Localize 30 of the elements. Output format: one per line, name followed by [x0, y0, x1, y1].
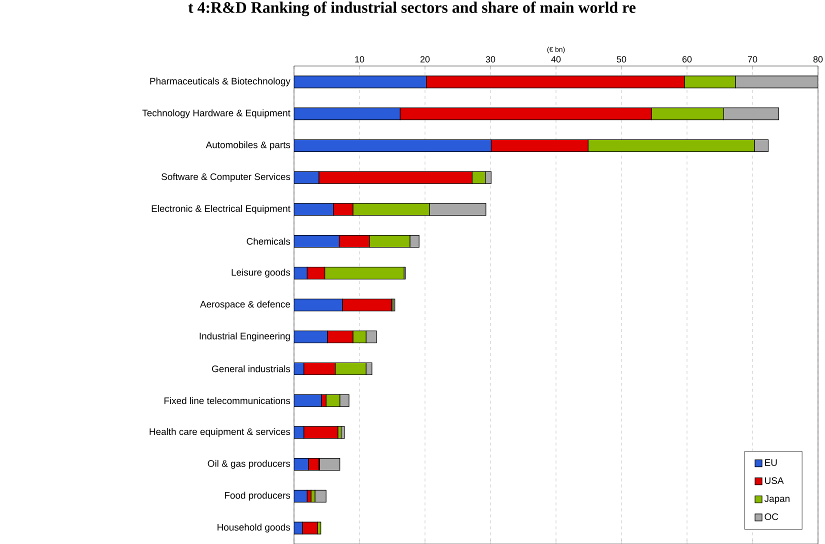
bar	[340, 426, 345, 439]
y-tick-label: Automobiles & parts	[206, 141, 290, 150]
x-tick-label: 10	[355, 56, 364, 62]
legend-label: USA	[765, 477, 784, 484]
x-tick-label: 70	[748, 56, 758, 62]
y-tick-label: General industrials	[212, 365, 290, 372]
bar	[314, 490, 326, 503]
y-tick-label: Technology Hardware & Equipment	[142, 109, 290, 118]
y-tick-label: Fixed line telecommunications	[164, 397, 290, 404]
y-tick-label: Aerospace & defence	[200, 300, 290, 310]
legend-label: OC	[764, 513, 778, 520]
x-tick-label: 50	[616, 56, 626, 62]
x-tick-label: 20	[420, 56, 430, 62]
y-tick-label: Food producers	[224, 492, 290, 501]
x-tick-label: 30	[486, 56, 496, 62]
y-tick-label: Household goods	[218, 524, 290, 532]
y-tick-label: Pharmaceuticals & Biotechnology	[150, 78, 290, 86]
y-tick-label: Industrial Engineering	[200, 332, 290, 342]
x-tick-label: 80	[813, 56, 823, 62]
y-tick-label: Software & Computer Services	[162, 173, 290, 182]
x-tick-label: 40	[551, 56, 561, 62]
y-tick-label: Chemicals	[246, 238, 290, 245]
chart-title: t 4:R&D Ranking of industrial sectors and share of main world re	[188, 2, 636, 16]
x-tick-label: 60	[682, 56, 692, 62]
legend-label: EU	[765, 459, 777, 466]
y-tick-label: Leisure goods	[232, 268, 290, 278]
legend-label: Japan	[764, 495, 790, 504]
y-tick-label: Oil & gas producers	[208, 460, 290, 469]
y-tick-label: Electronic & Electrical Equipment	[152, 204, 290, 214]
y-tick-label: Health care equipment & services	[150, 428, 290, 437]
